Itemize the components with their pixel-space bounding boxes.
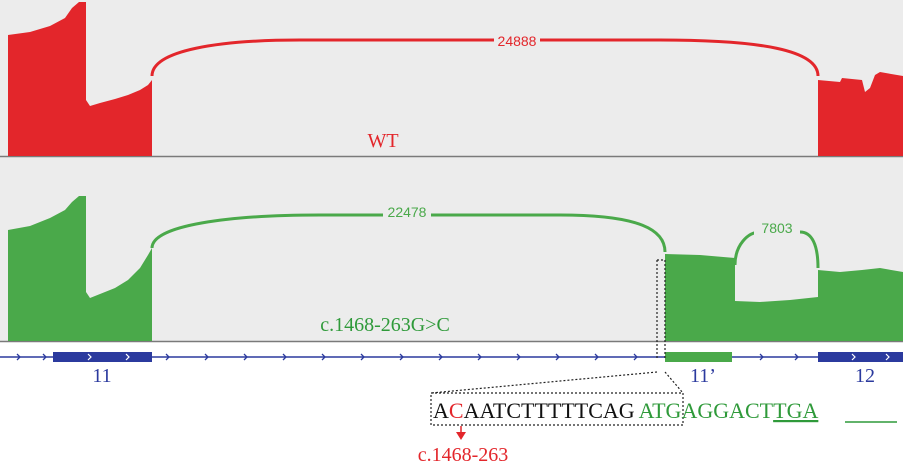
- mutation-position-label: c.1468-263: [418, 444, 509, 466]
- exon-11-prime-box: [665, 352, 732, 362]
- exon-11-label: 11: [92, 365, 111, 387]
- mutant-junction-arc-main: [150, 213, 667, 253]
- mutation-arrow-icon: [456, 432, 466, 440]
- mutant-junction-count-cryptic: 7803: [761, 220, 792, 236]
- wt-junction-arc: [150, 38, 820, 77]
- exon-11-prime-label: 11’: [690, 365, 716, 387]
- mutant-junction-count-main: 22478: [388, 204, 427, 220]
- exon-12-box: [818, 352, 903, 362]
- stop-codon: TGA: [773, 398, 818, 423]
- mutant-coverage-exon11-prime: [665, 254, 903, 341]
- wt-coverage-exon12: [818, 72, 903, 156]
- intron-sequence-start: A: [433, 398, 449, 423]
- mutated-base: C: [449, 398, 464, 423]
- cryptic-exon-sequence: ATGAGGACT: [639, 398, 774, 423]
- mutant-track-label: c.1468-263G>C: [320, 314, 450, 336]
- intron-sequence-rest: AATCTTTTTCAG: [464, 398, 635, 423]
- exon-11-box: [53, 352, 152, 362]
- sequence-text: ACAATCTTTTTCAG ATGAGGACTTGA: [433, 398, 818, 423]
- mutant-coverage-exon11: [8, 196, 152, 341]
- wt-coverage-exon11: [8, 2, 152, 156]
- exon-12-label: 12: [855, 365, 875, 387]
- wt-junction-count: 24888: [498, 33, 537, 49]
- wt-track-label: WT: [367, 130, 398, 152]
- intron-direction-arrows: [16, 353, 799, 361]
- zoom-callout-lines: [430, 259, 684, 426]
